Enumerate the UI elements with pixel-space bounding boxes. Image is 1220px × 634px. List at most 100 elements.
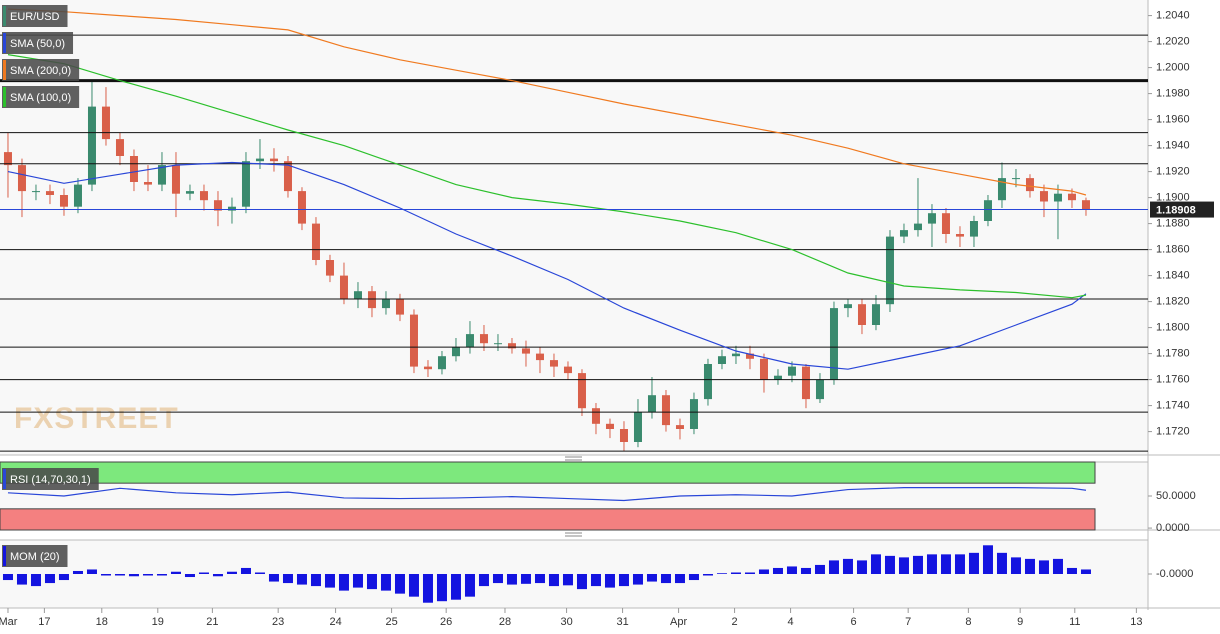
candle-body xyxy=(101,106,110,140)
y-tick-label: 1.1920 xyxy=(1156,166,1190,178)
mom-bar xyxy=(870,554,881,574)
mom-bar xyxy=(660,574,671,584)
x-tick-label: 30 xyxy=(560,616,572,628)
candle-body xyxy=(423,366,432,370)
mom-bar xyxy=(898,557,909,574)
legend-label: MOM (20) xyxy=(10,551,60,563)
mom-bar xyxy=(548,574,559,587)
mom-bar xyxy=(58,574,69,581)
candle-body xyxy=(997,178,1006,201)
mom-bar xyxy=(240,567,251,574)
x-tick-label: 13 xyxy=(1130,616,1142,628)
mom-bar xyxy=(268,574,279,582)
candle-body xyxy=(745,353,754,359)
sma-line xyxy=(7,54,1087,299)
y-tick-label: 1.1960 xyxy=(1156,114,1190,126)
legend-box xyxy=(2,5,68,27)
mom-bar xyxy=(604,574,615,588)
x-tick-label: 25 xyxy=(385,616,397,628)
legend-swatch xyxy=(3,33,6,53)
candle-body xyxy=(339,275,348,299)
mom-bar xyxy=(674,574,685,584)
y-tick-label: 1.1840 xyxy=(1156,270,1190,282)
x-tick-label: 26 xyxy=(440,616,452,628)
mom-bar xyxy=(366,574,377,590)
mom-bar xyxy=(408,574,419,597)
x-tick-label: Apr xyxy=(670,616,687,628)
candle-body xyxy=(73,184,82,207)
candle-body xyxy=(45,191,54,195)
mom-bar xyxy=(436,574,447,602)
legend-label: RSI (14,70,30,1) xyxy=(10,474,91,486)
candle-body xyxy=(241,161,250,207)
overbought-band xyxy=(0,461,1096,484)
mom-bar xyxy=(478,574,489,587)
mom-bar xyxy=(590,574,601,587)
candle-body xyxy=(507,343,516,349)
mom-bar xyxy=(128,574,139,577)
candle-body xyxy=(1025,178,1034,192)
mom-bar xyxy=(380,574,391,591)
y-tick-label: 1.1800 xyxy=(1156,322,1190,334)
mom-bar xyxy=(758,569,769,574)
candle-body xyxy=(661,395,670,426)
candle-body xyxy=(3,152,12,166)
candle-body xyxy=(87,106,96,185)
candle-body xyxy=(535,353,544,361)
candle-body xyxy=(885,236,894,305)
candle-body xyxy=(549,360,558,367)
x-tick-label: Mar xyxy=(0,616,18,628)
candles xyxy=(3,80,1090,452)
candle-body xyxy=(465,334,474,348)
y-tick-label: 50.0000 xyxy=(1156,490,1196,502)
candle-body xyxy=(31,191,40,193)
mom-bar xyxy=(954,554,965,574)
mom-bar xyxy=(688,574,699,581)
candle-body xyxy=(1011,178,1020,180)
candle-body xyxy=(969,221,978,237)
mom-bar xyxy=(394,574,405,594)
mom-bar xyxy=(1080,569,1091,574)
mom-bar xyxy=(646,574,657,582)
candle-body xyxy=(157,165,166,185)
mom-bar xyxy=(450,574,461,600)
mom-bar xyxy=(926,554,937,574)
mom-bar xyxy=(352,574,363,588)
candle-body xyxy=(843,304,852,309)
candle-body xyxy=(675,425,684,429)
mom-bar xyxy=(1038,560,1049,574)
mom-bar xyxy=(968,552,979,574)
candle-body xyxy=(311,223,320,260)
mom-bar xyxy=(744,572,755,574)
legend-swatch xyxy=(3,546,6,566)
x-tick-label: 4 xyxy=(788,616,794,628)
mom-bar xyxy=(786,566,797,574)
mom-bar xyxy=(856,560,867,574)
candle-body xyxy=(129,156,138,182)
candle-body xyxy=(185,191,194,194)
mom-bar xyxy=(702,574,713,576)
mom-bar xyxy=(324,574,335,588)
legend-label: EUR/USD xyxy=(10,11,60,23)
x-tick-label: 2 xyxy=(732,616,738,628)
candle-body xyxy=(577,373,586,409)
mom-bar xyxy=(982,545,993,574)
y-tick-label: 1.1980 xyxy=(1156,88,1190,100)
resize-handles[interactable] xyxy=(565,456,582,537)
mom-bar xyxy=(632,574,643,585)
mom-bar xyxy=(492,574,503,584)
mom-bar xyxy=(2,574,13,581)
candle-body xyxy=(17,165,26,192)
mom-bar xyxy=(506,574,517,585)
candle-body xyxy=(283,161,292,192)
y-tick-label: 1.1900 xyxy=(1156,192,1190,204)
mom-bar xyxy=(114,574,125,576)
mom-bar xyxy=(212,574,223,577)
mom-bar xyxy=(30,574,41,587)
mom-bar xyxy=(338,574,349,591)
mom-bar xyxy=(254,572,265,574)
candle-body xyxy=(801,366,810,400)
candle-body xyxy=(409,314,418,367)
